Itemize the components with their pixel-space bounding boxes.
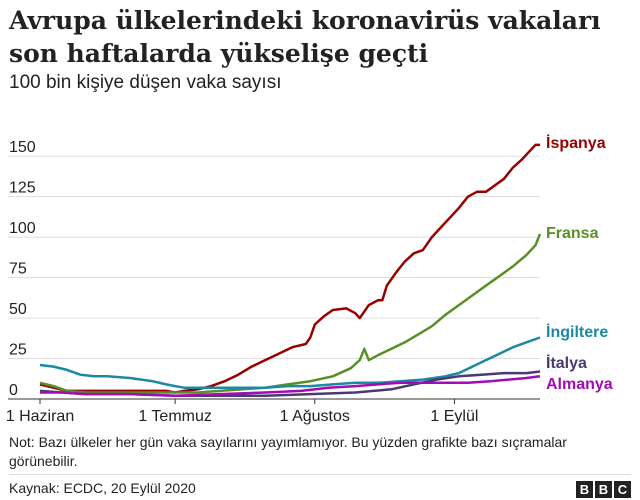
x-axis-ticks: 1 Haziran 1 Temmuz 1 Ağustos 1 Eylül bbox=[6, 399, 478, 425]
y-tick-label: 100 bbox=[9, 220, 36, 237]
line-chart: 0 25 50 75 100 125 150 1 Haziran 1 Temmuz 1 Ağus… bbox=[6, 134, 613, 425]
chart-source: Kaynak: ECDC, 20 Eylül 2020 bbox=[9, 480, 196, 496]
chart-subtitle: 100 bin kişiye düşen vaka sayısı bbox=[9, 72, 282, 93]
y-tick-label: 25 bbox=[9, 342, 27, 359]
y-tick-label: 75 bbox=[9, 261, 27, 278]
series-labels: İspanya Fransa İngiltere İtalya Almanya bbox=[546, 134, 613, 393]
x-tick-label: 1 Haziran bbox=[6, 408, 74, 425]
y-tick-label: 125 bbox=[9, 180, 36, 197]
series-line bbox=[39, 336, 541, 389]
series-label: İtalya bbox=[546, 354, 587, 372]
series-line bbox=[40, 375, 541, 398]
y-axis-ticks: 0 25 50 75 100 125 150 bbox=[9, 139, 36, 399]
series-label: İspanya bbox=[546, 134, 606, 152]
chart-note: Not: Bazı ülkeler her gün vaka sayıların… bbox=[9, 434, 567, 469]
y-tick-label: 50 bbox=[9, 301, 27, 318]
series-label: İngiltere bbox=[546, 323, 608, 341]
bbc-logo: B B C bbox=[576, 481, 631, 498]
footer-divider bbox=[9, 474, 631, 475]
x-tick-label: 1 Temmuz bbox=[138, 408, 212, 425]
grid-lines bbox=[8, 155, 540, 400]
logo-letter: C bbox=[614, 481, 631, 498]
series-label: Fransa bbox=[546, 225, 599, 242]
chart-title: Avrupa ülkelerindeki koronavirüs vakalar… bbox=[9, 6, 601, 68]
series-lines bbox=[39, 143, 542, 398]
series-line bbox=[39, 233, 542, 394]
x-tick-label: 1 Ağustos bbox=[280, 408, 350, 425]
x-tick-label: 1 Eylül bbox=[430, 408, 478, 425]
series-line bbox=[39, 143, 540, 394]
y-tick-label: 150 bbox=[9, 139, 36, 156]
logo-letter: B bbox=[576, 481, 593, 498]
logo-letter: B bbox=[595, 481, 612, 498]
y-tick-label: 0 bbox=[9, 382, 18, 399]
series-label: Almanya bbox=[546, 376, 613, 393]
